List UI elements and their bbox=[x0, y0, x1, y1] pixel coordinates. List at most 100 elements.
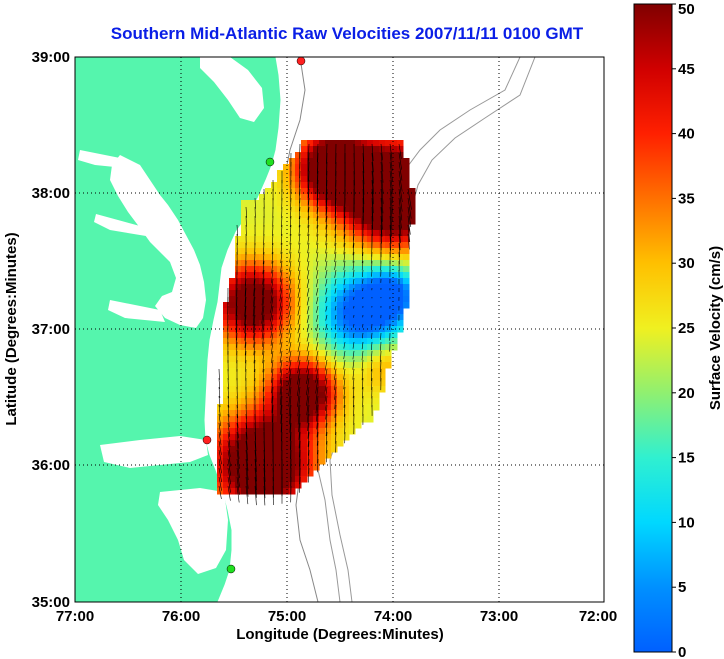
velocity-cell bbox=[283, 248, 290, 255]
velocity-arrow bbox=[316, 422, 319, 438]
velocity-cell bbox=[325, 200, 332, 207]
velocity-cell bbox=[319, 458, 326, 465]
velocity-arrow bbox=[244, 305, 247, 326]
velocity-cell bbox=[361, 194, 368, 201]
velocity-cell bbox=[319, 332, 326, 339]
velocity-cell bbox=[307, 440, 314, 447]
velocity-cell bbox=[409, 212, 416, 219]
velocity-cell bbox=[367, 218, 374, 225]
velocity-arrow bbox=[227, 377, 229, 390]
velocity-cell bbox=[307, 302, 314, 309]
velocity-cell bbox=[295, 218, 302, 225]
velocity-cell bbox=[295, 482, 302, 489]
velocity-cell bbox=[373, 152, 380, 159]
velocity-cell bbox=[259, 386, 266, 393]
velocity-cell bbox=[283, 476, 290, 483]
velocity-cell bbox=[313, 242, 320, 249]
velocity-cell bbox=[373, 320, 380, 327]
velocity-cell bbox=[235, 380, 242, 387]
velocity-cell bbox=[337, 152, 344, 159]
velocity-cell bbox=[325, 278, 332, 285]
velocity-arrow bbox=[298, 224, 301, 236]
velocity-cell bbox=[295, 212, 302, 219]
velocity-cell bbox=[313, 146, 320, 153]
velocity-cell bbox=[349, 248, 356, 255]
velocity-cell bbox=[331, 284, 338, 291]
velocity-cell bbox=[301, 410, 308, 417]
velocity-cell bbox=[283, 290, 290, 297]
velocity-cell bbox=[373, 212, 380, 219]
velocity-cell bbox=[247, 350, 254, 357]
velocity-cell bbox=[343, 248, 350, 255]
velocity-cell bbox=[265, 230, 272, 237]
velocity-cell bbox=[325, 314, 332, 321]
velocity-cell bbox=[403, 260, 410, 267]
velocity-cell bbox=[337, 320, 344, 327]
velocity-cell bbox=[313, 302, 320, 309]
velocity-cell bbox=[331, 296, 338, 303]
velocity-cell bbox=[361, 320, 368, 327]
velocity-cell bbox=[307, 164, 314, 171]
velocity-cell bbox=[265, 404, 272, 411]
velocity-cell bbox=[271, 356, 278, 363]
velocity-cell bbox=[265, 386, 272, 393]
velocity-cell bbox=[343, 362, 350, 369]
velocity-cell bbox=[313, 224, 320, 231]
velocity-cell bbox=[307, 446, 314, 453]
velocity-arrow bbox=[352, 386, 355, 399]
velocity-cell bbox=[235, 236, 242, 243]
velocity-cell bbox=[301, 458, 308, 465]
velocity-cell bbox=[259, 464, 266, 471]
velocity-cell bbox=[247, 374, 254, 381]
velocity-cell bbox=[361, 338, 368, 345]
velocity-cell bbox=[361, 374, 368, 381]
velocity-arrow bbox=[362, 152, 365, 174]
velocity-cell bbox=[361, 272, 368, 279]
velocity-cell bbox=[301, 338, 308, 345]
velocity-cell bbox=[241, 434, 248, 441]
velocity-cell bbox=[343, 146, 350, 153]
velocity-cell bbox=[301, 308, 308, 315]
velocity-cell bbox=[355, 410, 362, 417]
velocity-arrow bbox=[298, 431, 301, 449]
velocity-arrow bbox=[317, 143, 319, 163]
velocity-cell bbox=[235, 410, 242, 417]
velocity-cell bbox=[391, 284, 398, 291]
velocity-cell bbox=[283, 458, 290, 465]
velocity-arrow bbox=[308, 143, 310, 161]
velocity-cell bbox=[355, 332, 362, 339]
velocity-cell bbox=[241, 416, 248, 423]
velocity-cell bbox=[301, 440, 308, 447]
velocity-arrow bbox=[325, 233, 328, 246]
velocity-cell bbox=[331, 266, 338, 273]
velocity-cell bbox=[319, 350, 326, 357]
velocity-arrow bbox=[253, 323, 256, 341]
velocity-cell bbox=[253, 266, 260, 273]
velocity-cell bbox=[277, 452, 284, 459]
velocity-arrow bbox=[245, 476, 249, 497]
velocity-cell bbox=[271, 362, 278, 369]
velocity-cell bbox=[313, 170, 320, 177]
velocity-cell bbox=[289, 470, 296, 477]
velocity-cell bbox=[271, 182, 278, 189]
velocity-cell bbox=[313, 410, 320, 417]
velocity-cell bbox=[259, 380, 266, 387]
velocity-cell bbox=[307, 362, 314, 369]
velocity-cell bbox=[319, 146, 326, 153]
velocity-cell bbox=[361, 302, 368, 309]
velocity-cell bbox=[349, 380, 356, 387]
velocity-cell bbox=[337, 200, 344, 207]
velocity-cell bbox=[361, 326, 368, 333]
velocity-cell bbox=[337, 422, 344, 429]
velocity-arrow bbox=[362, 161, 365, 185]
velocity-cell bbox=[325, 260, 332, 267]
velocity-arrow bbox=[324, 350, 328, 361]
velocity-arrow bbox=[262, 278, 265, 296]
velocity-cell bbox=[385, 344, 392, 351]
velocity-cell bbox=[325, 254, 332, 261]
velocity-cell bbox=[349, 170, 356, 177]
velocity-cell bbox=[253, 212, 260, 219]
velocity-cell bbox=[349, 404, 356, 411]
velocity-cell bbox=[265, 344, 272, 351]
velocity-cell bbox=[337, 212, 344, 219]
